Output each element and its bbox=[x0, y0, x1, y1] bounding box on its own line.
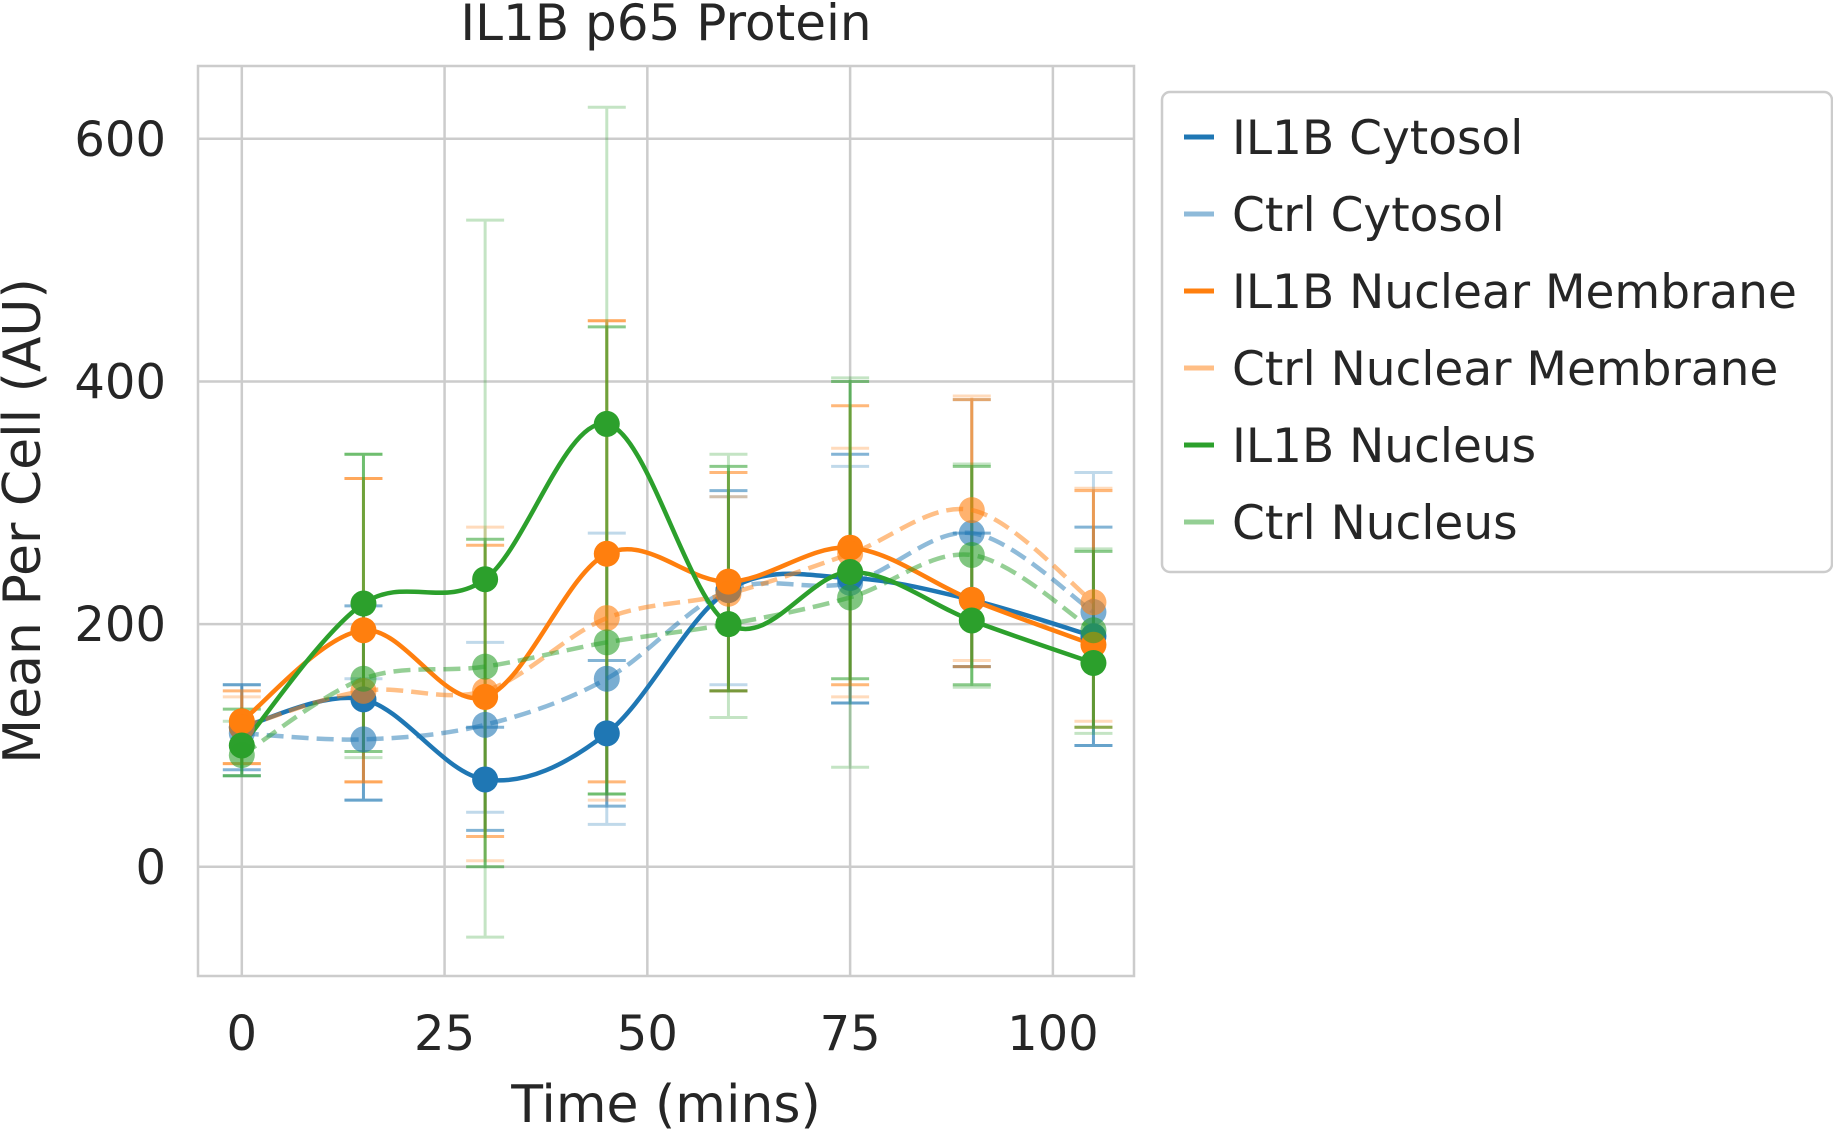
x-tick-label: 100 bbox=[1007, 1006, 1099, 1062]
series-line-il1b-nuclear-membrane bbox=[240, 545, 1095, 723]
data-point-ctrl-nuclear-membrane bbox=[593, 605, 620, 632]
data-point-ctrl-nucleus bbox=[350, 665, 377, 692]
data-point-ctrl-nuclear-membrane bbox=[837, 540, 864, 567]
error-bar-il1b-nucleus bbox=[831, 379, 870, 681]
data-point-il1b-nucleus bbox=[1080, 649, 1107, 676]
x-tick-label: 25 bbox=[414, 1006, 475, 1062]
data-points bbox=[228, 410, 1107, 793]
data-point-il1b-cytosol bbox=[593, 720, 620, 747]
legend: IL1B Cytosol Ctrl Cytosol IL1B Nuclear Mem… bbox=[1160, 90, 1833, 574]
data-point-ctrl-nucleus bbox=[837, 584, 864, 611]
data-point-il1b-nuclear-membrane bbox=[593, 540, 620, 567]
x-tick-label: 75 bbox=[820, 1006, 881, 1062]
data-point-ctrl-nucleus bbox=[1080, 617, 1107, 644]
data-point-ctrl-cytosol bbox=[472, 711, 499, 738]
series-line-il1b-cytosol bbox=[241, 571, 1095, 783]
chart-title: IL1B p65 Protein bbox=[460, 0, 871, 52]
x-axis-label: Time (mins) bbox=[510, 1075, 821, 1133]
y-tick-label: 400 bbox=[74, 354, 166, 410]
data-point-ctrl-cytosol bbox=[593, 665, 620, 692]
legend-label-ctrl-cytosol: Ctrl Cytosol bbox=[1232, 188, 1505, 243]
legend-frame bbox=[1160, 90, 1833, 574]
y-tick-labels: 0 200 400 600 bbox=[74, 112, 166, 896]
series-line-ctrl-nuclear-membrane bbox=[241, 506, 1095, 730]
x-tick-label: 50 bbox=[617, 1006, 678, 1062]
data-point-ctrl-nuclear-membrane bbox=[472, 677, 499, 704]
data-point-ctrl-nucleus bbox=[472, 653, 499, 680]
data-point-ctrl-nucleus bbox=[715, 611, 742, 638]
legend-label-ctrl-nucleus: Ctrl Nucleus bbox=[1232, 496, 1518, 551]
plot-area-frame bbox=[196, 64, 1136, 978]
data-point-il1b-nucleus bbox=[593, 410, 620, 437]
data-point-ctrl-nuclear-membrane bbox=[228, 714, 255, 741]
data-point-il1b-nucleus bbox=[350, 590, 377, 617]
data-point-ctrl-nucleus bbox=[593, 629, 620, 656]
legend-label-il1b-nuclear-membrane: IL1B Nuclear Membrane bbox=[1232, 265, 1797, 320]
data-point-il1b-nucleus bbox=[958, 607, 985, 634]
legend-label-il1b-cytosol: IL1B Cytosol bbox=[1232, 111, 1523, 166]
data-point-ctrl-nuclear-membrane bbox=[1080, 589, 1107, 616]
data-point-ctrl-nucleus bbox=[228, 742, 255, 769]
x-tick-label: 0 bbox=[227, 1006, 258, 1062]
y-tick-label: 0 bbox=[135, 840, 166, 896]
y-tick-label: 600 bbox=[74, 112, 166, 168]
data-point-ctrl-nuclear-membrane bbox=[958, 497, 985, 524]
data-point-il1b-nucleus bbox=[472, 566, 499, 593]
legend-label-ctrl-nuclear-membrane: Ctrl Nuclear Membrane bbox=[1232, 342, 1778, 397]
data-point-il1b-nuclear-membrane bbox=[958, 586, 985, 613]
data-point-ctrl-cytosol bbox=[958, 520, 985, 547]
data-point-il1b-nuclear-membrane bbox=[350, 617, 377, 644]
data-point-ctrl-nucleus bbox=[958, 541, 985, 568]
x-tick-labels: 0 25 50 75 100 bbox=[227, 1006, 1099, 1062]
data-point-il1b-nucleus bbox=[837, 558, 864, 585]
legend-label-il1b-nucleus: IL1B Nucleus bbox=[1232, 419, 1536, 474]
series-line-il1b-nucleus bbox=[240, 421, 1095, 747]
y-axis-label: Mean Per Cell (AU) bbox=[0, 278, 53, 764]
y-tick-label: 200 bbox=[74, 597, 166, 653]
data-point-il1b-cytosol bbox=[472, 766, 499, 793]
data-point-ctrl-cytosol bbox=[350, 726, 377, 753]
data-point-ctrl-nuclear-membrane bbox=[715, 580, 742, 607]
